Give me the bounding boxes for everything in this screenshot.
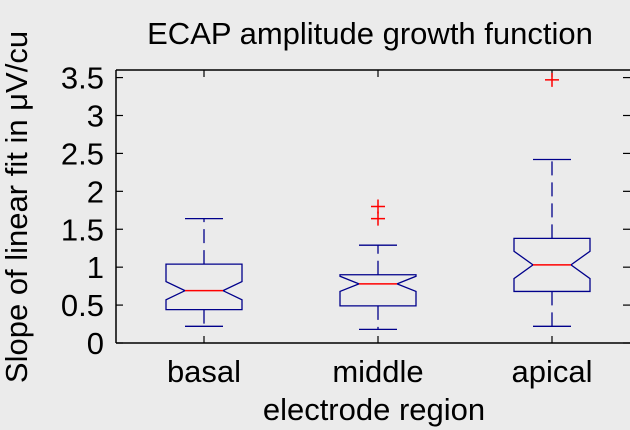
box-series — [165, 72, 591, 331]
y-tick-label: 1.5 — [61, 212, 104, 247]
notched-box — [513, 237, 591, 293]
y-tick-label: 0.5 — [61, 288, 104, 323]
x-tick-label: apical — [512, 354, 593, 389]
box-middle — [339, 199, 417, 331]
chart-title: ECAP amplitude growth function — [147, 16, 593, 51]
x-axis-label: electrode region — [263, 392, 485, 427]
y-axis-ticks: 00.511.522.533.5 — [61, 61, 630, 361]
y-tick-label: 3.5 — [61, 61, 104, 96]
y-tick-label: 0 — [87, 326, 104, 361]
y-tick-label: 2.5 — [61, 136, 104, 171]
x-axis-ticks: basal middle apical — [167, 70, 593, 389]
notched-box — [165, 263, 243, 311]
box-apical — [513, 72, 591, 327]
outlier-marker — [545, 72, 559, 87]
y-tick-label: 2 — [87, 174, 104, 209]
y-tick-label: 3 — [87, 99, 104, 134]
outlier-marker — [371, 199, 385, 214]
y-axis-label: Slope of linear fit in μV/cu — [0, 31, 34, 383]
x-tick-label: basal — [167, 354, 241, 389]
outlier-marker — [371, 211, 385, 226]
box-basal — [165, 217, 243, 327]
notched-box — [339, 274, 417, 307]
y-tick-label: 1 — [87, 250, 104, 285]
x-tick-label: middle — [332, 354, 423, 389]
